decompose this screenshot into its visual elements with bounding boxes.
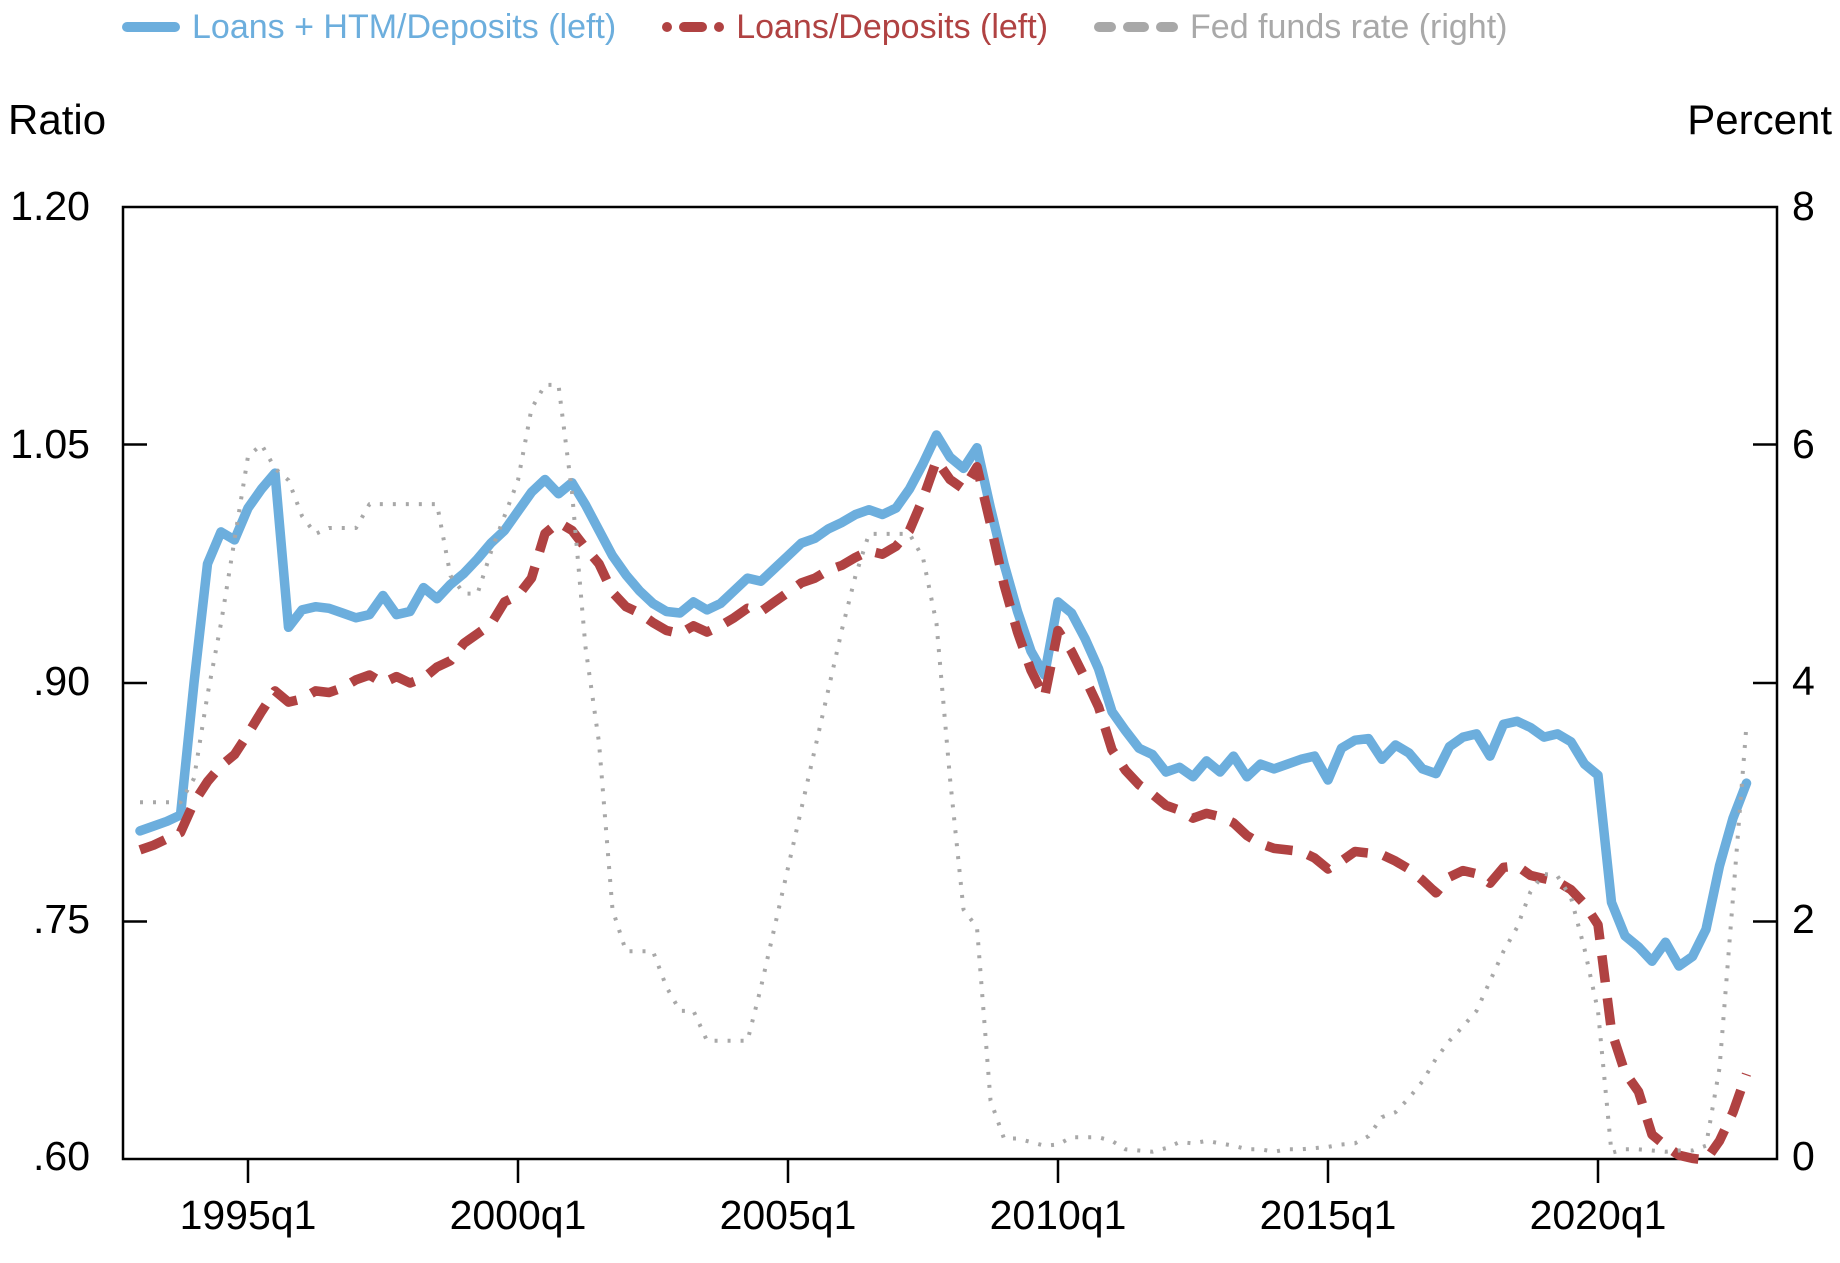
right-axis-tick-label: 0 <box>1792 1133 1815 1179</box>
red-dashed-line-icon <box>662 22 725 32</box>
legend-swatch-segment <box>662 22 673 32</box>
series-loans-deposits <box>138 455 1751 1165</box>
x-axis-tick-label: 2000q1 <box>449 1192 587 1238</box>
left-axis-title: Ratio <box>8 96 107 143</box>
x-axis-tick-label: 2015q1 <box>1259 1192 1397 1238</box>
legend-swatch-segment <box>1094 22 1117 32</box>
legend-swatch-segment <box>1156 22 1179 32</box>
legend-swatch-segment <box>122 22 180 32</box>
legend-swatch-segment <box>714 22 725 32</box>
plot-frame <box>121 205 1779 1161</box>
x-axis-tick-label: 2005q1 <box>719 1192 857 1238</box>
right-axis-tick-label: 2 <box>1792 896 1815 942</box>
legend-label: Loans/Deposits (left) <box>736 8 1049 46</box>
chart-legend: Loans + HTM/Deposits (left) Loans/Deposi… <box>122 6 1508 48</box>
right-axis-tick-label: 4 <box>1792 658 1815 704</box>
left-axis-tick-label: 1.05 <box>10 421 90 467</box>
legend-item-fed-funds-rate: Fed funds rate (right) <box>1094 6 1508 48</box>
left-axis-tick-label: 1.20 <box>10 183 90 229</box>
axis-ticks <box>122 443 1778 1183</box>
legend-swatch-segment <box>679 22 708 32</box>
legend-label: Loans + HTM/Deposits (left) <box>192 8 617 46</box>
x-axis-tick-label: 1995q1 <box>179 1192 317 1238</box>
legend-label: Fed funds rate (right) <box>1190 8 1508 46</box>
blue-solid-line-icon <box>122 22 180 32</box>
legend-item-loans-deposits: Loans/Deposits (left) <box>662 6 1048 48</box>
legend-swatch-segment <box>1123 22 1150 32</box>
right-axis-tick-label: 8 <box>1792 183 1815 229</box>
series-loans-htm-deposits <box>135 430 1752 971</box>
left-axis-tick-label: .60 <box>33 1133 90 1179</box>
right-axis-title: Percent <box>1687 96 1832 143</box>
x-axis-tick-label: 2010q1 <box>989 1192 1127 1238</box>
x-axis-tick-label: 2020q1 <box>1529 1192 1667 1238</box>
left-axis-tick-label: .75 <box>33 896 90 942</box>
right-axis-tick-label: 6 <box>1792 421 1815 467</box>
legend-item-loans-htm-deposits: Loans + HTM/Deposits (left) <box>122 6 616 48</box>
gray-dashed-line-icon <box>1094 22 1179 32</box>
left-axis-tick-label: .90 <box>33 658 90 704</box>
series-fed-funds-rate <box>140 382 1749 1155</box>
